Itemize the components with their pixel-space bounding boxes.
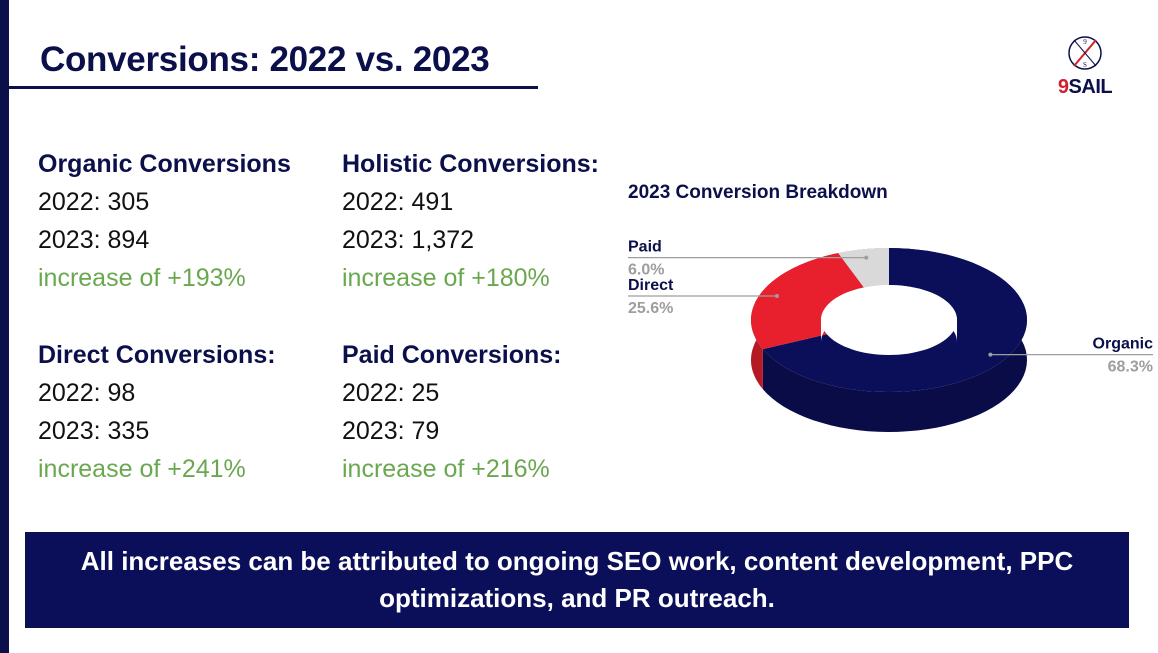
- paid-stats: Paid Conversions: 2022: 25 2023: 79 incr…: [342, 336, 562, 488]
- direct-heading: Direct Conversions:: [38, 341, 276, 369]
- value-label-organic: 68.3%: [1108, 359, 1153, 376]
- label-direct: Direct: [628, 277, 674, 294]
- organic-heading: Organic Conversions: [38, 150, 291, 178]
- summary-banner-text: All increases can be attributed to ongoi…: [80, 546, 1074, 613]
- donut-hole-inner: [821, 285, 957, 342]
- organic-2022: 2022: 305: [38, 188, 150, 216]
- logo: 9 S 9SAIL: [1052, 32, 1118, 102]
- left-accent-bar: [0, 0, 9, 653]
- paid-heading: Paid Conversions:: [342, 341, 562, 369]
- direct-2023: 2023: 335: [38, 417, 150, 445]
- donut-chart: Organic 68.3% Direct 25.6% Paid 6.0%: [628, 239, 1154, 432]
- holistic-increase: increase of +180%: [342, 264, 550, 292]
- label-paid: Paid: [628, 239, 662, 256]
- page-title: Conversions: 2022 vs. 2023: [40, 40, 490, 79]
- logo-wordmark: 9SAIL: [1057, 76, 1113, 98]
- chart-title: 2023 Conversion Breakdown: [628, 182, 888, 203]
- label-organic: Organic: [1093, 336, 1154, 353]
- leader-dot: [988, 352, 993, 357]
- slice-direct: [751, 253, 864, 350]
- leader-dot: [864, 255, 869, 260]
- organic-2023: 2023: 894: [38, 226, 150, 254]
- organic-stats: Organic Conversions 2022: 305 2023: 894 …: [38, 145, 291, 297]
- title-underline: [9, 86, 538, 89]
- direct-stats: Direct Conversions: 2022: 98 2023: 335 i…: [38, 336, 276, 488]
- compass-icon: 9 S: [1068, 36, 1102, 70]
- leader-dot: [775, 294, 779, 298]
- holistic-heading: Holistic Conversions:: [342, 150, 599, 178]
- paid-2023: 2023: 79: [342, 417, 440, 445]
- value-label-direct: 25.6%: [628, 300, 673, 317]
- paid-increase: increase of +216%: [342, 455, 550, 483]
- holistic-2022: 2022: 491: [342, 188, 454, 216]
- organic-increase: increase of +193%: [38, 264, 246, 292]
- holistic-stats: Holistic Conversions: 2022: 491 2023: 1,…: [342, 145, 599, 297]
- slice-organic: [762, 248, 1027, 392]
- value-label-paid: 6.0%: [628, 262, 664, 279]
- summary-banner: All increases can be attributed to ongoi…: [25, 532, 1129, 628]
- paid-2022: 2022: 25: [342, 379, 440, 407]
- direct-2022: 2022: 98: [38, 379, 136, 407]
- direct-increase: increase of +241%: [38, 455, 246, 483]
- svg-text:9: 9: [1083, 38, 1087, 46]
- holistic-2023: 2023: 1,372: [342, 226, 475, 254]
- svg-text:S: S: [1083, 61, 1087, 69]
